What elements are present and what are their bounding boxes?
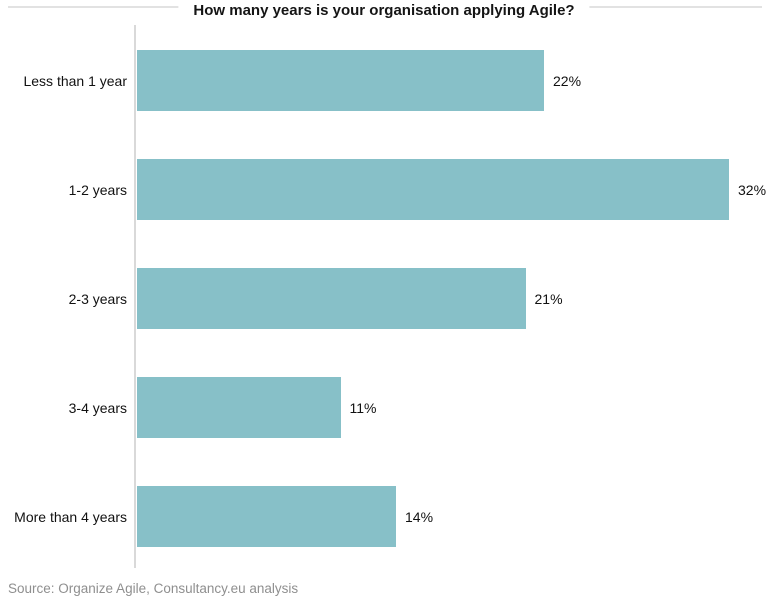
page-title: How many years is your organisation appl… — [178, 0, 590, 22]
chart-row: More than 4 years 14% — [0, 462, 768, 571]
chart-rows: Less than 1 year 22% 1-2 years 32% 2-3 years… — [0, 26, 768, 571]
chart-row: 3-4 years 11% — [0, 353, 768, 462]
bar-zone: 14% — [137, 486, 433, 547]
bar-zone: 21% — [137, 268, 563, 329]
bar — [137, 159, 729, 220]
bar — [137, 50, 544, 111]
category-label: Less than 1 year — [23, 72, 127, 89]
bar-zone: 22% — [137, 50, 581, 111]
category-label: More than 4 years — [14, 508, 127, 525]
bar — [137, 268, 526, 329]
category-label: 2-3 years — [68, 290, 127, 307]
source-note: Source: Organize Agile, Consultancy.eu a… — [8, 581, 299, 596]
value-label: 21% — [534, 290, 563, 307]
category-label: 3-4 years — [68, 399, 127, 416]
chart-row: 2-3 years 21% — [0, 244, 768, 353]
value-label: 32% — [738, 181, 767, 198]
value-label: 14% — [405, 508, 434, 525]
category-label: 1-2 years — [68, 181, 127, 198]
y-axis-line — [134, 25, 136, 568]
chart-row: Less than 1 year 22% — [0, 26, 768, 135]
bar — [137, 486, 396, 547]
chart-row: 1-2 years 32% — [0, 135, 768, 244]
value-label: 11% — [349, 399, 377, 416]
value-label: 22% — [553, 72, 582, 89]
bar-zone: 32% — [137, 159, 766, 220]
bar-zone: 11% — [137, 377, 376, 438]
bar — [137, 377, 341, 438]
